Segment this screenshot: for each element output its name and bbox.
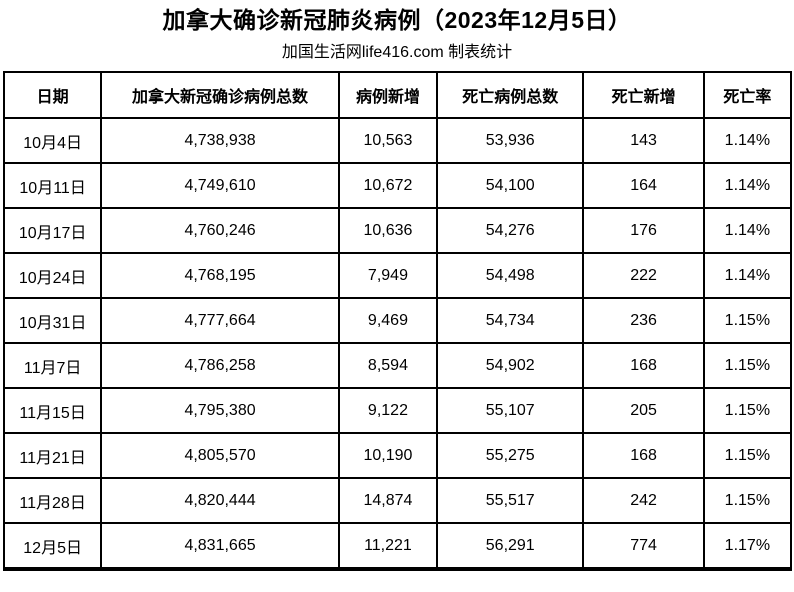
value-cell: 10,672 bbox=[337, 162, 439, 209]
value-cell: 1.15% bbox=[702, 387, 793, 434]
table-row: 10月31日 4,777,664 9,469 54,734 236 1.15% bbox=[2, 297, 793, 344]
value-cell: 9,469 bbox=[337, 297, 439, 344]
value-cell: 205 bbox=[582, 387, 705, 434]
table-row: 10月11日 4,749,610 10,672 54,100 164 1.14% bbox=[2, 162, 793, 209]
value-cell: 1.15% bbox=[702, 477, 793, 524]
column-header: 日期 bbox=[2, 71, 103, 119]
value-cell: 9,122 bbox=[337, 387, 439, 434]
date-cell: 11月28日 bbox=[2, 477, 103, 524]
value-cell: 10,636 bbox=[337, 207, 439, 254]
value-cell: 4,760,246 bbox=[100, 207, 340, 254]
table-row: 11月28日 4,820,444 14,874 55,517 242 1.15% bbox=[2, 477, 793, 524]
value-cell: 55,107 bbox=[436, 387, 585, 434]
page-title: 加拿大确诊新冠肺炎病例（2023年12月5日） bbox=[162, 7, 632, 33]
value-cell: 11,221 bbox=[337, 522, 439, 571]
column-header: 死亡率 bbox=[702, 71, 793, 119]
date-cell: 11月7日 bbox=[2, 342, 103, 389]
table-body: 10月4日 4,738,938 10,563 53,936 143 1.14% 10月11日… bbox=[2, 117, 793, 571]
value-cell: 1.14% bbox=[702, 117, 793, 164]
date-cell: 11月15日 bbox=[2, 387, 103, 434]
table-row: 10月17日 4,760,246 10,636 54,276 176 1.14% bbox=[2, 207, 793, 254]
page-subtitle: 加国生活网life416.com 制表统计 bbox=[281, 44, 513, 61]
value-cell: 54,734 bbox=[436, 297, 585, 344]
value-cell: 1.15% bbox=[702, 432, 793, 479]
value-cell: 4,831,665 bbox=[100, 522, 340, 571]
table-header-row: 日期 加拿大新冠确诊病例总数 病例新增 死亡病例总数 死亡新增 死亡率 bbox=[2, 71, 793, 119]
value-cell: 1.14% bbox=[702, 162, 793, 209]
table-row: 11月7日 4,786,258 8,594 54,902 168 1.15% bbox=[2, 342, 793, 389]
date-cell: 10月11日 bbox=[2, 162, 103, 209]
value-cell: 4,777,664 bbox=[100, 297, 340, 344]
table-row: 11月15日 4,795,380 9,122 55,107 205 1.15% bbox=[2, 387, 793, 434]
value-cell: 55,275 bbox=[436, 432, 585, 479]
value-cell: 222 bbox=[582, 252, 705, 299]
date-cell: 10月24日 bbox=[2, 252, 103, 299]
date-cell: 11月21日 bbox=[2, 432, 103, 479]
date-cell: 10月31日 bbox=[2, 297, 103, 344]
column-header: 死亡病例总数 bbox=[436, 71, 585, 119]
table-row: 12月5日 4,831,665 11,221 56,291 774 1.17% bbox=[2, 522, 793, 571]
value-cell: 164 bbox=[582, 162, 705, 209]
value-cell: 54,902 bbox=[436, 342, 585, 389]
value-cell: 1.14% bbox=[702, 207, 793, 254]
value-cell: 54,276 bbox=[436, 207, 585, 254]
value-cell: 236 bbox=[582, 297, 705, 344]
value-cell: 4,768,195 bbox=[100, 252, 340, 299]
value-cell: 10,190 bbox=[337, 432, 439, 479]
value-cell: 53,936 bbox=[436, 117, 585, 164]
value-cell: 1.14% bbox=[702, 252, 793, 299]
value-cell: 168 bbox=[582, 342, 705, 389]
table-row: 11月21日 4,805,570 10,190 55,275 168 1.15% bbox=[2, 432, 793, 479]
table-row: 10月24日 4,768,195 7,949 54,498 222 1.14% bbox=[2, 252, 793, 299]
column-header: 加拿大新冠确诊病例总数 bbox=[100, 71, 340, 119]
value-cell: 4,805,570 bbox=[100, 432, 340, 479]
date-cell: 10月17日 bbox=[2, 207, 103, 254]
value-cell: 4,749,610 bbox=[100, 162, 340, 209]
value-cell: 8,594 bbox=[337, 342, 439, 389]
value-cell: 54,100 bbox=[436, 162, 585, 209]
value-cell: 1.15% bbox=[702, 297, 793, 344]
covid-stats-table: 日期 加拿大新冠确诊病例总数 病例新增 死亡病例总数 死亡新增 死亡率 10月4日 4,73… bbox=[2, 71, 793, 571]
value-cell: 54,498 bbox=[436, 252, 585, 299]
table-row: 10月4日 4,738,938 10,563 53,936 143 1.14% bbox=[2, 117, 793, 164]
value-cell: 4,738,938 bbox=[100, 117, 340, 164]
value-cell: 55,517 bbox=[436, 477, 585, 524]
value-cell: 4,786,258 bbox=[100, 342, 340, 389]
value-cell: 14,874 bbox=[337, 477, 439, 524]
value-cell: 774 bbox=[582, 522, 705, 571]
value-cell: 1.15% bbox=[702, 342, 793, 389]
value-cell: 4,795,380 bbox=[100, 387, 340, 434]
date-cell: 12月5日 bbox=[2, 522, 103, 571]
value-cell: 7,949 bbox=[337, 252, 439, 299]
date-cell: 10月4日 bbox=[2, 117, 103, 164]
column-header: 病例新增 bbox=[337, 71, 439, 119]
value-cell: 168 bbox=[582, 432, 705, 479]
value-cell: 56,291 bbox=[436, 522, 585, 571]
value-cell: 176 bbox=[582, 207, 705, 254]
value-cell: 10,563 bbox=[337, 117, 439, 164]
column-header: 死亡新增 bbox=[582, 71, 705, 119]
value-cell: 242 bbox=[582, 477, 705, 524]
value-cell: 1.17% bbox=[702, 522, 793, 571]
value-cell: 4,820,444 bbox=[100, 477, 340, 524]
value-cell: 143 bbox=[582, 117, 705, 164]
